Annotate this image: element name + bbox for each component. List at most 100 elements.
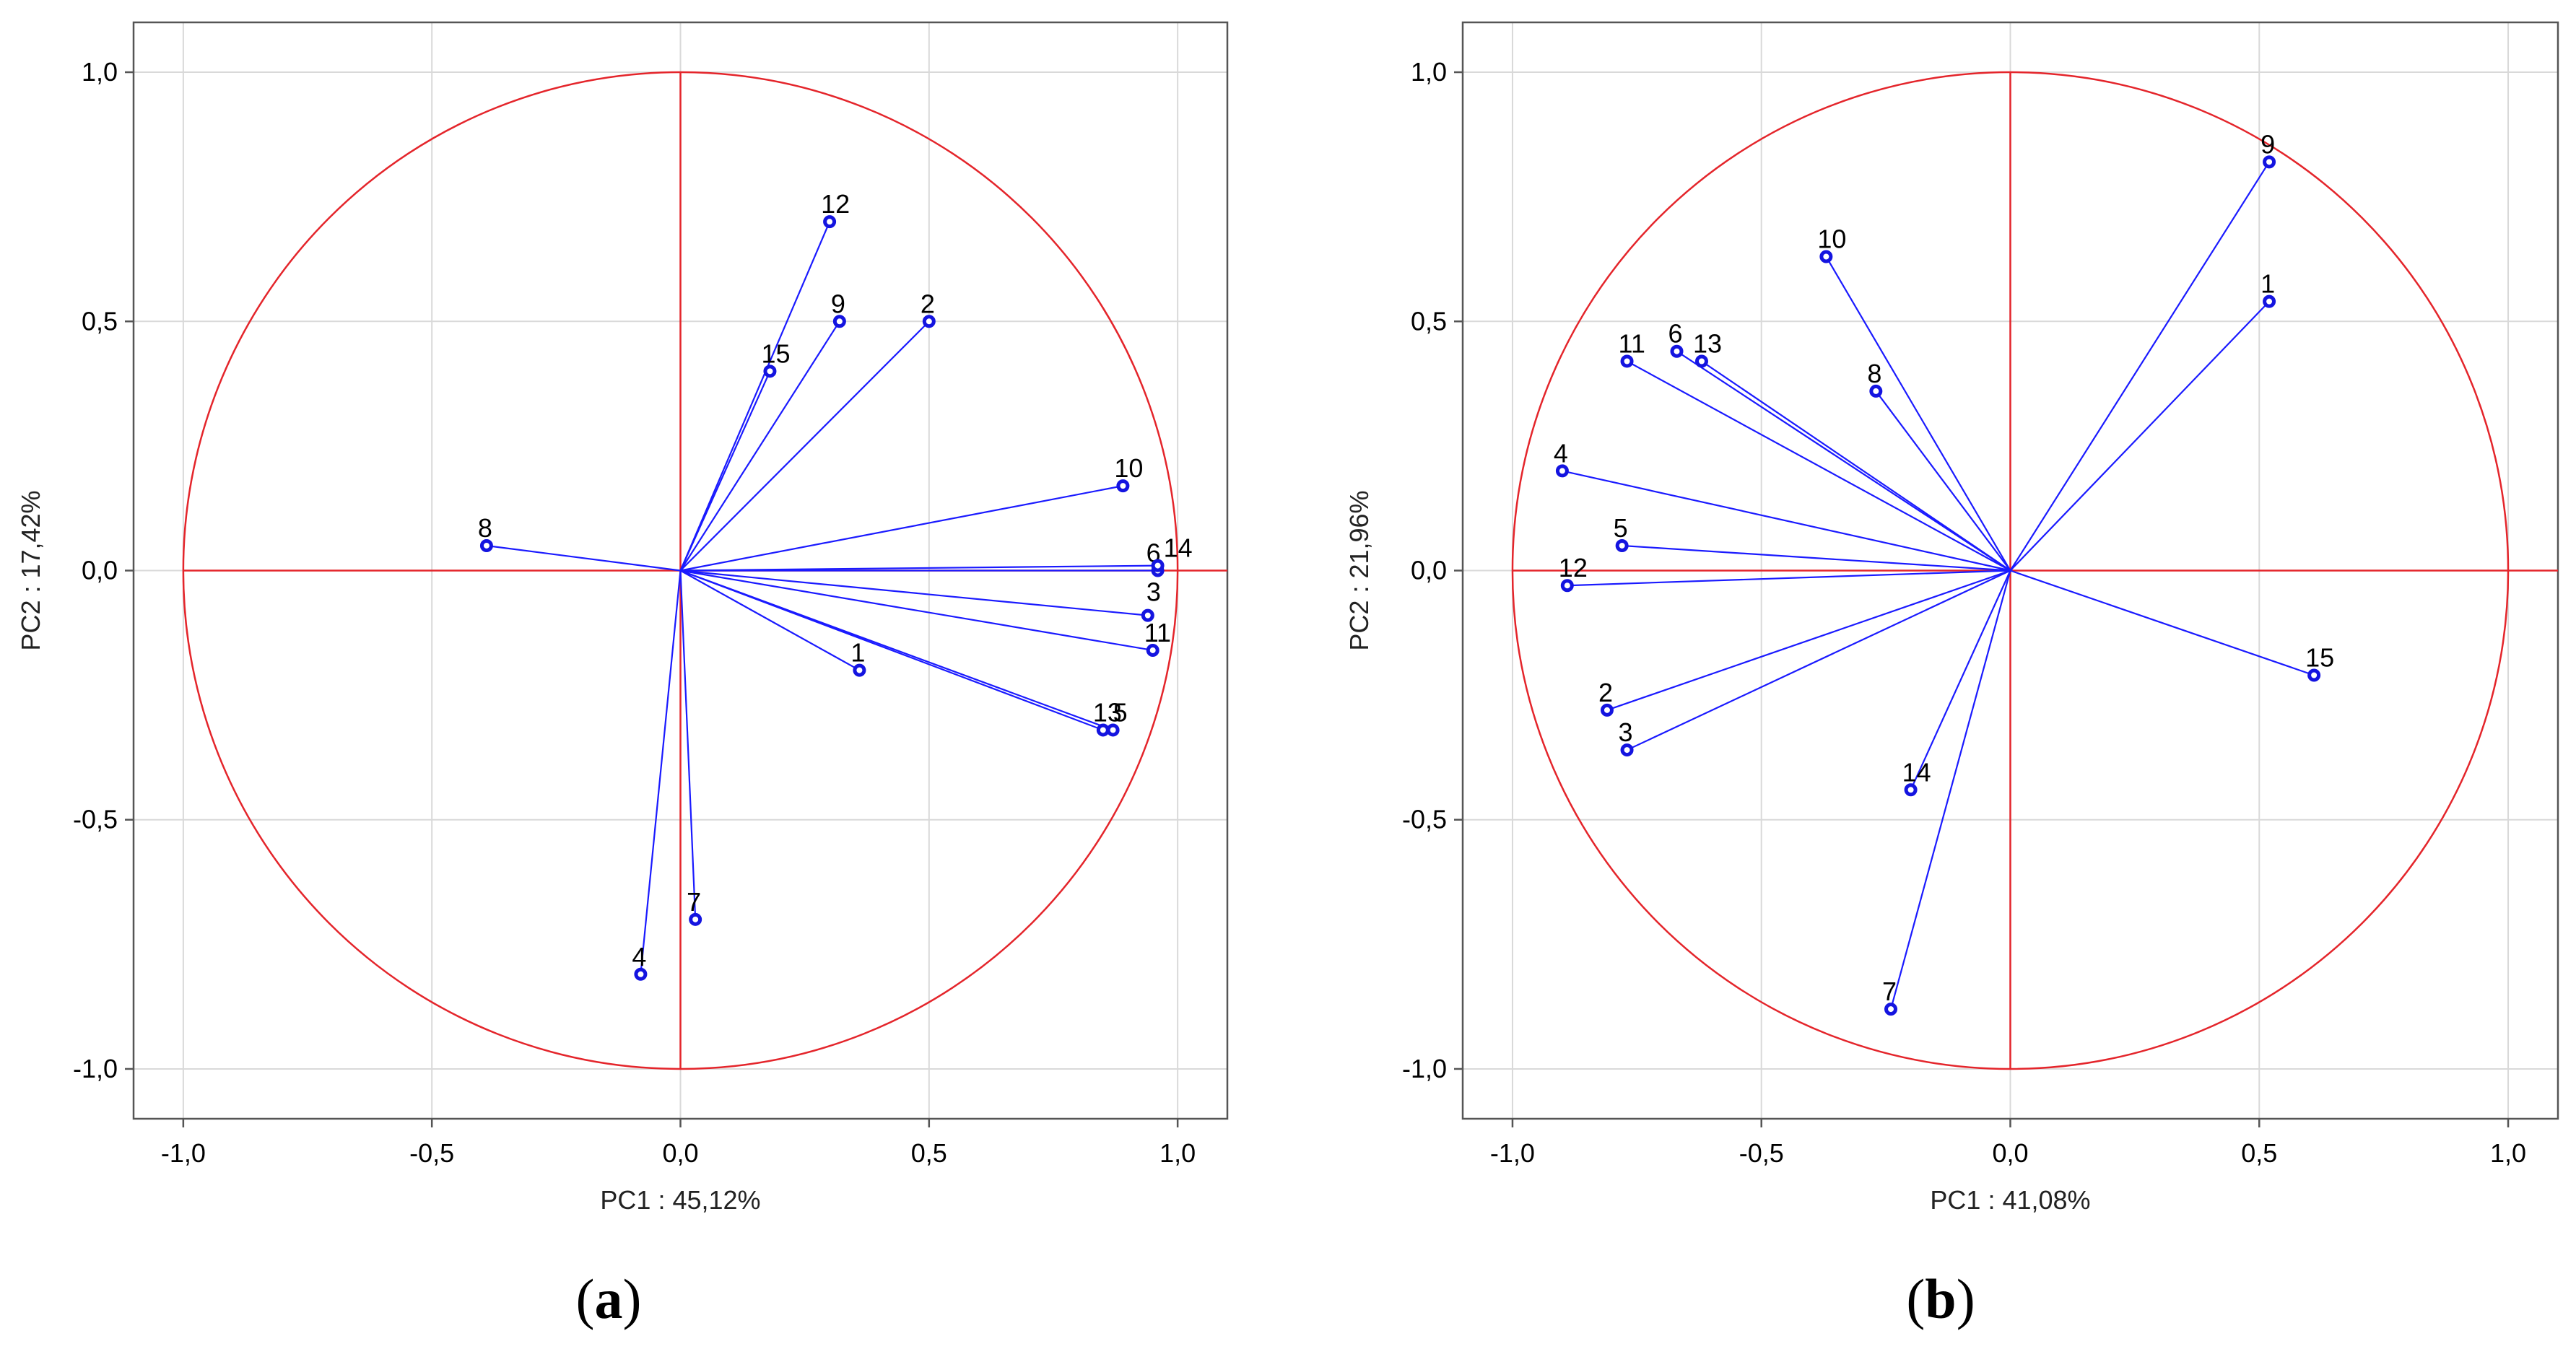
- loading-vector: [1622, 544, 2011, 572]
- x-tick-label: -0,5: [409, 1138, 454, 1168]
- y-tick-label: 0,0: [1411, 556, 1447, 585]
- loading-point: [2307, 668, 2321, 682]
- loading-point: [479, 538, 493, 552]
- point-label: 9: [831, 289, 845, 318]
- loading-vector: [680, 569, 1104, 731]
- y-tick-label: -0,5: [1402, 805, 1447, 834]
- point-label: 3: [1146, 577, 1161, 607]
- loading-vector: [679, 570, 697, 920]
- point-label: 1: [2260, 269, 2275, 299]
- point-label: 12: [1559, 553, 1588, 582]
- loading-point: [1560, 579, 1574, 593]
- point-label: 4: [632, 942, 646, 972]
- loading-vector: [680, 569, 1148, 616]
- point-label: 1: [850, 638, 865, 668]
- loading-vector: [680, 564, 1158, 572]
- x-axis-label: PC1 : 41,08%: [1930, 1185, 2090, 1215]
- loading-point: [1151, 559, 1165, 572]
- loading-vector: [2010, 569, 2315, 676]
- loading-vector: [679, 221, 831, 571]
- loading-vector: [1562, 470, 2011, 572]
- loading-vector: [1910, 570, 2011, 790]
- loading-point: [2263, 155, 2276, 169]
- point-label: 5: [1113, 697, 1128, 727]
- y-tick-label: 1,0: [82, 57, 118, 87]
- loading-point: [922, 315, 936, 328]
- loading-point: [1670, 344, 1684, 358]
- loading-vector: [2009, 300, 2270, 572]
- panel-label-a: (a): [576, 1267, 642, 1330]
- y-axis-label: PC2 : 21,96%: [1344, 490, 1374, 650]
- y-tick-label: 1,0: [1411, 57, 1447, 87]
- point-label: 12: [821, 189, 850, 219]
- loading-point: [763, 364, 777, 378]
- loading-point: [1620, 354, 1634, 368]
- point-label: 10: [1817, 224, 1846, 254]
- loading-point: [1620, 743, 1634, 757]
- point-label: 2: [921, 289, 935, 318]
- loading-vector: [2009, 161, 2270, 572]
- loading-point: [1096, 723, 1110, 737]
- point-label: 11: [1619, 329, 1645, 359]
- point-label: 3: [1619, 717, 1633, 747]
- x-tick-label: 0,5: [2241, 1138, 2277, 1168]
- x-tick-label: 0,0: [662, 1138, 698, 1168]
- loading-vector: [679, 370, 771, 571]
- point-label: 4: [1554, 438, 1568, 468]
- point-label: 14: [1902, 757, 1931, 787]
- point-label: 11: [1144, 618, 1171, 647]
- loading-vector: [1627, 569, 2011, 751]
- point-label: 10: [1114, 453, 1143, 483]
- loading-point: [1615, 538, 1629, 552]
- loading-point: [1600, 703, 1614, 717]
- loading-point: [1141, 608, 1154, 622]
- point-label: 13: [1093, 697, 1122, 727]
- loading-point: [1146, 643, 1159, 657]
- loading-point: [2263, 294, 2276, 308]
- loading-vector: [1627, 360, 2011, 572]
- loading-point: [689, 912, 702, 926]
- loading-vector: [680, 485, 1123, 572]
- pca-panel-b: -1,0 -0,5 0,0 0,5 1,0 1,0 0,5 0,0 -0,5 -1,0 PC1 : …: [1344, 21, 2559, 1215]
- y-axis-label: PC2 : 17,42%: [16, 490, 45, 650]
- point-label: 14: [1164, 533, 1193, 563]
- y-tick-label: 0,5: [1411, 306, 1447, 336]
- loading-vector: [1567, 569, 2011, 587]
- loading-point: [853, 663, 866, 677]
- loading-vector: [1889, 570, 2011, 1010]
- point-label: 5: [1614, 513, 1628, 543]
- loading-vector: [1701, 360, 2011, 572]
- loading-point: [1116, 479, 1130, 493]
- loading-vector: [640, 570, 682, 974]
- loading-vector: [486, 544, 681, 572]
- y-tick-label: 0,0: [82, 556, 118, 585]
- y-tick-label: -1,0: [73, 1054, 118, 1083]
- loading-vector: [679, 320, 930, 572]
- x-tick-label: 0,0: [1992, 1138, 2028, 1168]
- loading-point: [832, 315, 846, 328]
- loading-point: [1869, 384, 1883, 398]
- panel-label-b: (b): [1906, 1267, 1975, 1330]
- x-tick-label: 1,0: [1159, 1138, 1196, 1168]
- loading-vector: [680, 569, 1153, 652]
- loading-vector: [1825, 256, 2011, 572]
- loading-vector: [679, 569, 860, 671]
- loading-vector: [1676, 350, 2011, 572]
- loading-point: [1904, 783, 1918, 797]
- loading-point: [1819, 250, 1833, 263]
- point-label: 15: [2305, 642, 2334, 672]
- point-label: 8: [1867, 359, 1881, 388]
- point-label: 15: [761, 339, 790, 368]
- point-label: 13: [1693, 329, 1722, 359]
- x-tick-label: 0,5: [911, 1138, 947, 1168]
- x-tick-label: -1,0: [1490, 1138, 1535, 1168]
- loading-point: [634, 967, 648, 981]
- x-axis-label: PC1 : 45,12%: [600, 1185, 760, 1215]
- loading-point: [1555, 464, 1569, 478]
- loading-point: [823, 215, 837, 229]
- point-label: 9: [2260, 129, 2275, 159]
- point-label: 7: [1882, 977, 1897, 1006]
- x-tick-label: -0,5: [1739, 1138, 1784, 1168]
- x-tick-label: 1,0: [2490, 1138, 2526, 1168]
